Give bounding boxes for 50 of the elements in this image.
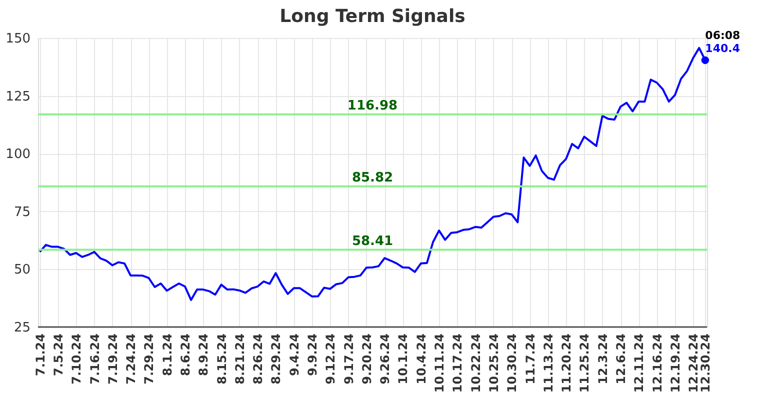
chart-title: Long Term Signals [280,6,466,28]
x-tick-label: 8.1.24 [160,334,174,376]
x-tick-label: 10.1.24 [396,334,410,384]
x-tick-label: 10.17.24 [450,334,465,393]
x-tick-label: 8.15.24 [214,334,229,384]
x-tick-label: 8.26.24 [251,334,266,384]
x-tick-label: 12.24.24 [686,334,701,393]
x-tick-label: 10.22.24 [468,334,483,393]
x-tick-label: 10.25.24 [486,334,501,393]
x-tick-label: 11.13.24 [541,334,556,393]
x-tick-label: 9.26.24 [378,334,392,384]
x-tick-label: 10.4.24 [414,334,428,384]
x-tick-label: 12.11.24 [632,334,646,393]
ref-line-label: 116.98 [347,98,398,114]
x-tick-label: 7.5.24 [51,334,66,376]
x-tick-label: 9.20.24 [360,334,374,384]
x-tick-label: 9.4.24 [287,334,302,376]
x-tick-label: 7.24.24 [124,334,138,384]
x-tick-label: 7.16.24 [88,334,102,384]
x-tick-label: 11.7.24 [523,334,538,384]
y-tick-label: 150 [6,32,30,46]
x-tick-label: 7.19.24 [106,334,120,384]
x-tick-label: 7.29.24 [142,334,156,384]
x-tick-label: 8.9.24 [196,334,211,376]
x-tick-label: 10.11.24 [432,334,447,393]
x-tick-label: 11.25.24 [578,334,592,393]
annotation: 140.4 [705,42,740,56]
x-tick-label: 7.10.24 [70,334,84,384]
ref-line-label: 85.82 [352,170,394,186]
y-tick-label: 75 [14,204,30,220]
x-tick-label: 9.9.24 [306,334,320,376]
ref-line-label: 58.41 [352,234,394,249]
x-tick-label: 9.12.24 [324,334,338,384]
x-tick-label: 12.6.24 [614,334,628,384]
x-tick-label: 7.1.24 [33,334,48,376]
y-tick-label: 125 [6,89,30,104]
annotation: 06:08 [705,29,740,42]
x-tick-label: 9.17.24 [342,334,356,384]
x-tick-label: 12.30.24 [698,334,713,393]
x-tick-label: 8.29.24 [269,334,284,384]
x-tick-label: 12.3.24 [596,334,610,384]
x-tick-label: 8.21.24 [232,334,247,384]
x-tick-label: 12.19.24 [668,334,682,393]
x-tick-label: 10.30.24 [505,334,520,393]
x-tick-label: 8.6.24 [178,334,192,376]
x-tick-label: 12.16.24 [650,334,664,393]
x-tick-label: 11.20.24 [560,334,574,393]
y-tick-label: 25 [14,320,30,336]
y-tick-label: 50 [14,262,30,278]
y-tick-label: 100 [6,147,30,162]
